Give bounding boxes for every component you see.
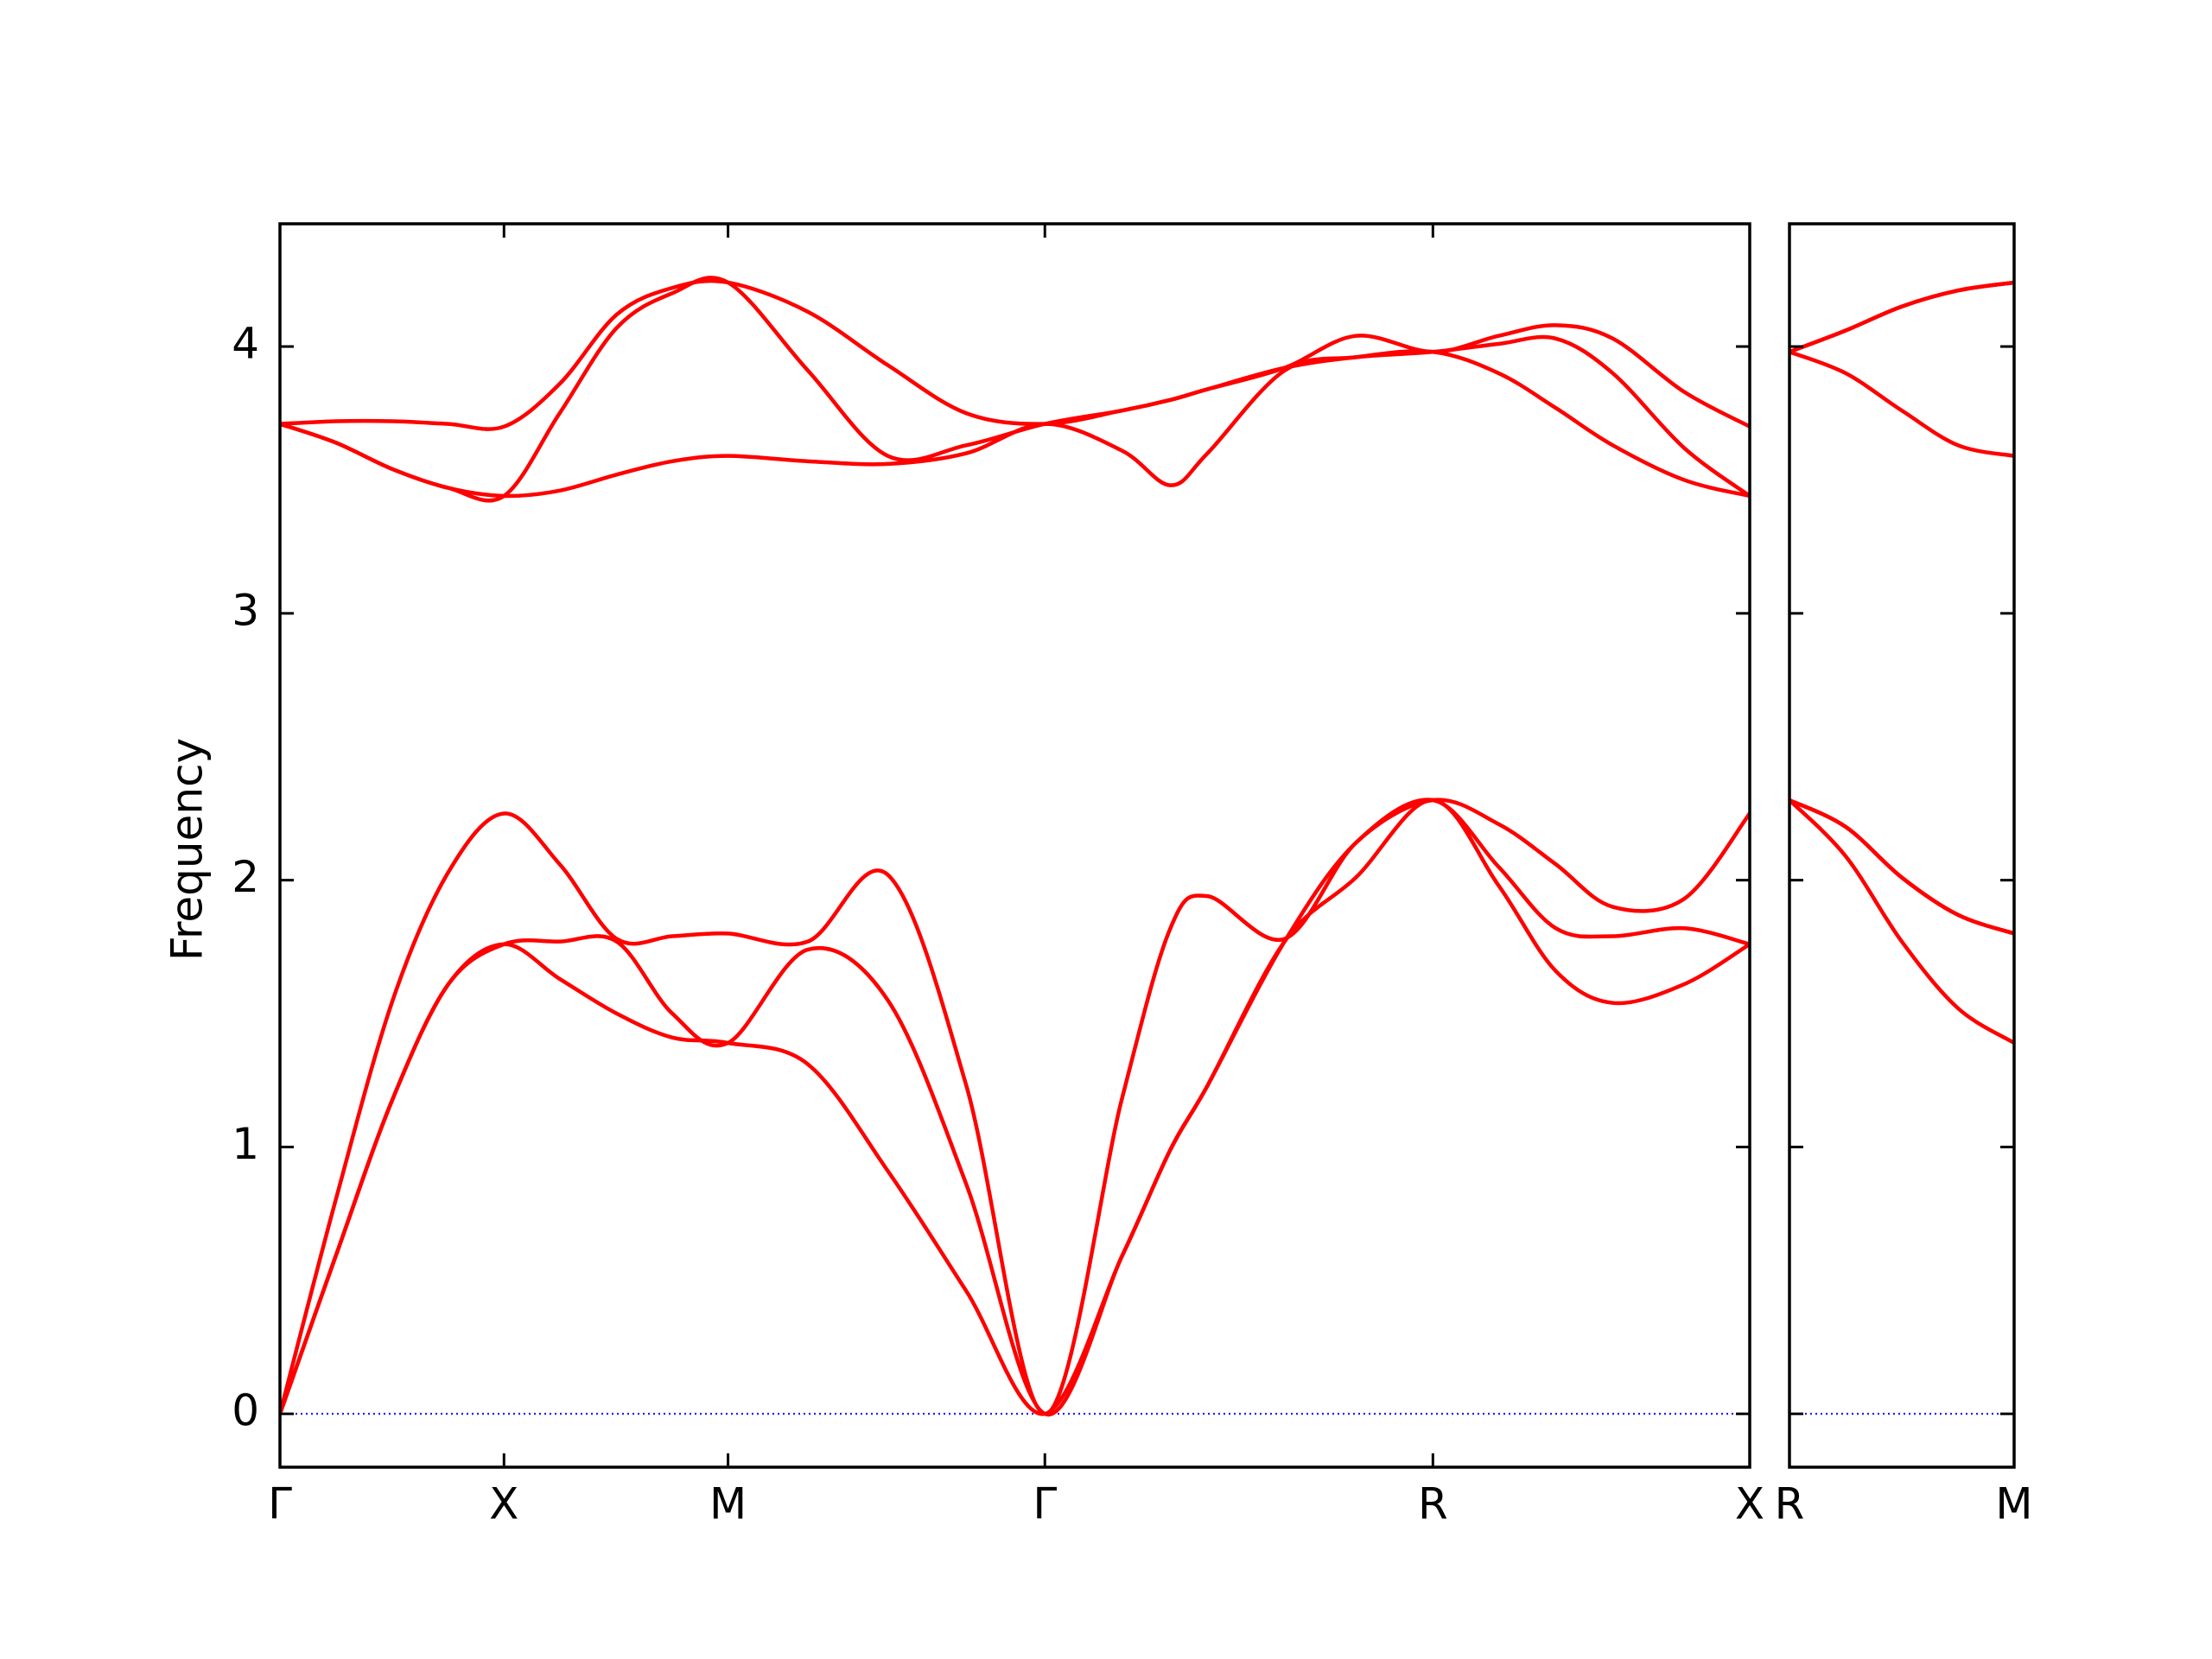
band-line xyxy=(280,798,1750,1416)
band-line xyxy=(280,276,1750,503)
band-line xyxy=(1789,798,2014,936)
x-tick-label: R xyxy=(1418,1479,1448,1529)
band-line xyxy=(280,798,1750,1417)
band-line xyxy=(1789,280,2014,354)
y-tick-label: 1 xyxy=(232,1119,259,1169)
x-tick-label: Γ xyxy=(1033,1479,1057,1529)
axes-frame xyxy=(1788,222,2016,1469)
band-line xyxy=(280,278,1750,431)
band-line xyxy=(1789,280,2014,354)
band-line xyxy=(1789,350,2014,458)
plot-area xyxy=(280,276,1750,1417)
axes-frame xyxy=(278,222,1751,1469)
y-tick-label: 4 xyxy=(232,319,259,369)
y-tick-label: 3 xyxy=(232,585,259,635)
band-line xyxy=(1789,798,2014,1045)
y-tick-label: 2 xyxy=(232,852,259,902)
y-tick-label: 0 xyxy=(232,1386,259,1436)
x-tick-label: M xyxy=(1995,1479,2032,1529)
plot-area xyxy=(1789,280,2014,1415)
y-axis-label: Frequency xyxy=(162,738,213,961)
band-line xyxy=(1789,798,2014,936)
x-tick-label: M xyxy=(709,1479,747,1529)
x-tick-label: X xyxy=(1735,1479,1764,1529)
x-tick-label: R xyxy=(1775,1479,1805,1529)
x-tick-label: Γ xyxy=(268,1479,292,1529)
x-tick-label: X xyxy=(489,1479,518,1529)
